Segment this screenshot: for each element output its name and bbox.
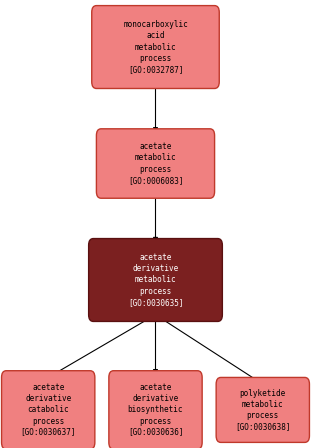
FancyBboxPatch shape [109,371,202,448]
Text: acetate
derivative
biosynthetic
process
[GO:0030636]: acetate derivative biosynthetic process … [128,383,183,437]
Text: acetate
derivative
metabolic
process
[GO:0030635]: acetate derivative metabolic process [GO… [128,253,183,307]
Text: acetate
derivative
catabolic
process
[GO:0030637]: acetate derivative catabolic process [GO… [21,383,76,437]
FancyBboxPatch shape [216,377,309,443]
FancyBboxPatch shape [96,129,215,198]
Text: polyketide
metabolic
process
[GO:0030638]: polyketide metabolic process [GO:0030638… [235,389,290,431]
FancyBboxPatch shape [89,238,222,322]
Text: monocarboxylic
acid
metabolic
process
[GO:0032787]: monocarboxylic acid metabolic process [G… [123,20,188,74]
Text: acetate
metabolic
process
[GO:0006083]: acetate metabolic process [GO:0006083] [128,142,183,185]
FancyBboxPatch shape [2,371,95,448]
FancyBboxPatch shape [92,5,219,89]
